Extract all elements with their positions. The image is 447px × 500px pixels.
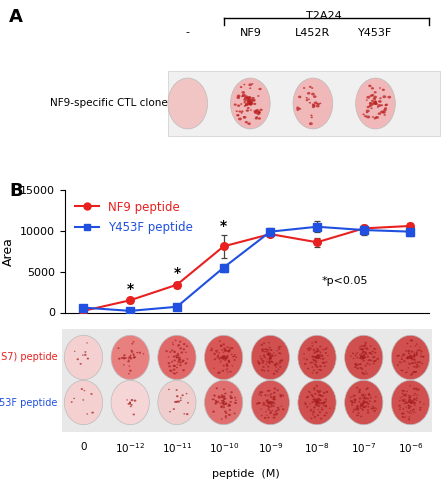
Text: 10$^{-8}$: 10$^{-8}$ <box>304 442 330 456</box>
Text: *p<0.05: *p<0.05 <box>322 276 368 286</box>
Text: Y453F peptide: Y453F peptide <box>0 398 57 407</box>
Text: 10$^{-6}$: 10$^{-6}$ <box>398 442 423 456</box>
Text: Y453F: Y453F <box>358 28 392 38</box>
Text: 0: 0 <box>80 442 87 452</box>
Y-axis label: Area: Area <box>1 237 15 266</box>
Text: 10$^{-9}$: 10$^{-9}$ <box>257 442 283 456</box>
Text: *: * <box>173 266 181 280</box>
Text: *: * <box>220 219 227 233</box>
Text: -: - <box>186 28 190 38</box>
Text: *: * <box>127 282 134 296</box>
Text: T2A24: T2A24 <box>306 11 342 21</box>
Text: peptide  (M): peptide (M) <box>212 469 280 479</box>
Text: 10$^{-7}$: 10$^{-7}$ <box>351 442 376 456</box>
Text: 10$^{-10}$: 10$^{-10}$ <box>209 442 239 456</box>
Text: A: A <box>9 8 23 26</box>
Text: NF9-specific CTL clone: NF9-specific CTL clone <box>50 98 168 108</box>
Text: 10$^{-12}$: 10$^{-12}$ <box>115 442 145 456</box>
Text: B: B <box>9 182 22 200</box>
Text: L452R: L452R <box>295 28 330 38</box>
Text: NF9 (S7) peptide: NF9 (S7) peptide <box>0 352 57 362</box>
Text: 10$^{-11}$: 10$^{-11}$ <box>162 442 192 456</box>
Legend: NF9 peptide, Y453F peptide: NF9 peptide, Y453F peptide <box>71 196 198 238</box>
Text: NF9: NF9 <box>240 28 261 38</box>
